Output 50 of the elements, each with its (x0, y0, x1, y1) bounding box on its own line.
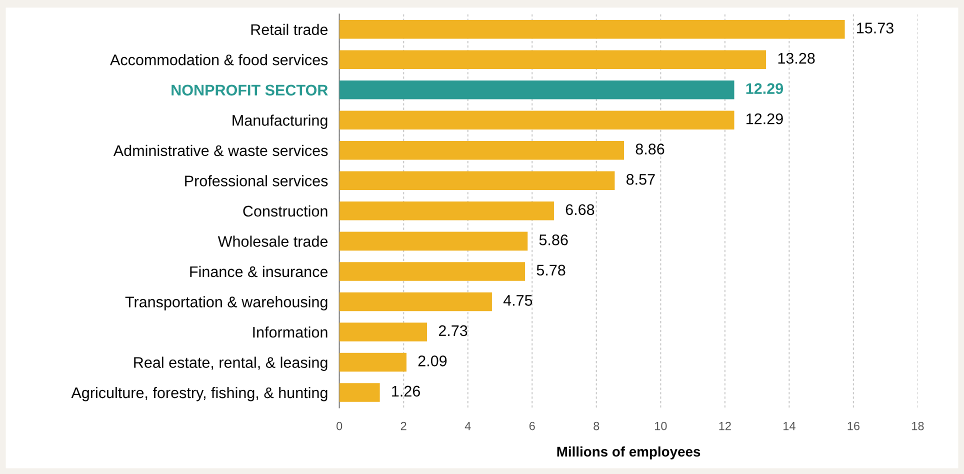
x-tick-label: 4 (464, 422, 471, 430)
bar (339, 80, 734, 100)
data-label: 8.86 (636, 144, 664, 155)
y-tick-label: NONPROFIT SECTOR (172, 84, 328, 96)
y-tick-label: Construction (243, 205, 328, 217)
bar (339, 322, 428, 342)
x-axis-title: Millions of employees (557, 446, 700, 460)
data-label: 12.29 (746, 83, 784, 94)
y-tick-label: Manufacturing (232, 114, 328, 129)
y-tick-label: Transportation & warehousing (125, 296, 328, 310)
bar (339, 20, 845, 39)
data-label: 5.78 (536, 264, 566, 276)
x-tick-label: 10 (654, 422, 667, 430)
data-label: 2.09 (418, 356, 447, 366)
x-tick-label: 14 (784, 422, 796, 430)
y-tick-label: Finance & insurance (190, 266, 328, 278)
x-tick-label: 2 (400, 422, 406, 430)
data-label: 5.86 (539, 234, 568, 246)
x-tick-label: 12 (719, 422, 731, 430)
y-tick-label: Professional services (185, 175, 328, 186)
y-tick-label: Agriculture, forestry, fishing, & hunting (71, 386, 328, 402)
y-tick-label: Wholesale trade (218, 236, 328, 247)
bar (339, 141, 624, 160)
bar (339, 383, 380, 402)
data-label: 2.73 (438, 325, 468, 336)
data-label: 15.73 (857, 22, 894, 34)
data-label: 1.26 (392, 386, 420, 397)
y-tick-label: Administrative & waste services (113, 144, 328, 156)
data-label: 12.29 (746, 113, 783, 124)
y-tick-label: Accommodation & food services (110, 54, 328, 66)
bar (339, 171, 615, 190)
bar (339, 202, 554, 220)
x-tick-label: 6 (529, 422, 535, 430)
data-label: 4.75 (503, 295, 532, 306)
y-tick-label: Real estate, rental, & leasing (134, 356, 328, 371)
x-tick-label: 0 (336, 422, 342, 430)
x-tick-label: 18 (912, 422, 924, 430)
data-label: 6.68 (566, 204, 594, 216)
bar (339, 232, 528, 251)
bar (339, 262, 526, 281)
data-label: 8.57 (626, 174, 655, 185)
bar (339, 110, 734, 130)
y-tick-label: Information (253, 326, 328, 338)
data-label: 13.28 (778, 52, 815, 64)
x-tick-label: 16 (848, 422, 860, 430)
bar (339, 50, 766, 69)
x-tick-label: 8 (594, 422, 600, 430)
y-tick-label: Retail trade (251, 24, 328, 36)
bar (339, 352, 406, 372)
bar (339, 292, 492, 312)
